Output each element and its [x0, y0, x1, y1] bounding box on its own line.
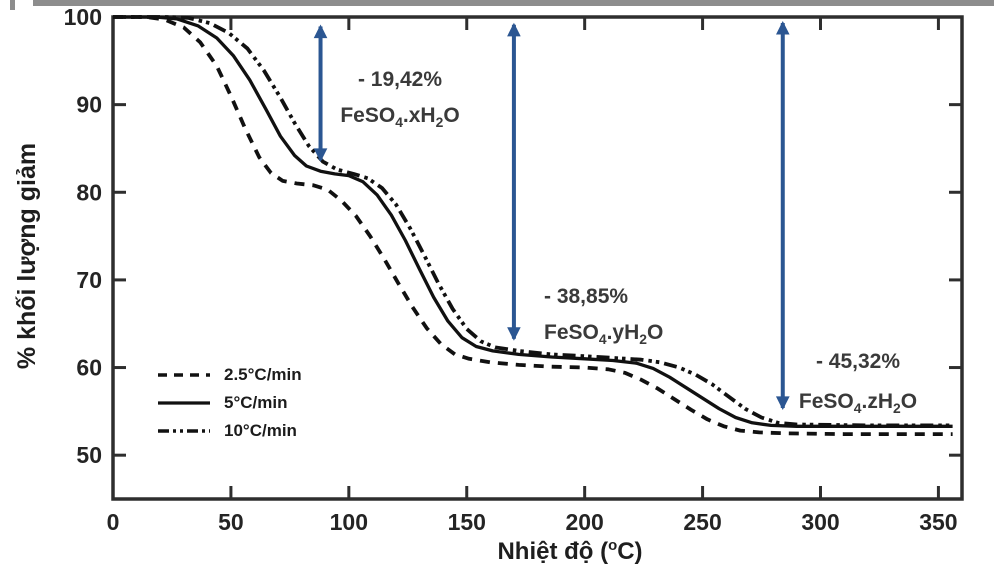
y-tick-label: 80	[76, 179, 102, 205]
mass-loss-percent-1: - 19,42%	[357, 68, 443, 91]
y-tick-label: 70	[76, 267, 102, 293]
x-tick-label: 150	[448, 509, 486, 535]
legend-item-2-5c-min: 2.5°C/min	[158, 361, 302, 389]
scan-artifact-top-line	[33, 0, 994, 6]
dash-dot-dot-line-sample-icon	[158, 429, 210, 433]
x-tick-label: 300	[801, 509, 839, 535]
y-tick-label: 100	[64, 4, 102, 30]
x-tick-label: 100	[330, 509, 368, 535]
legend: 2.5°C/min 5°C/min 10°C/min	[158, 361, 302, 445]
dashed-line-sample-icon	[158, 373, 210, 377]
x-tick-label: 200	[565, 509, 603, 535]
curve-rate-10	[113, 15, 953, 428]
annotation-step1: - 19,42% FeSO4.xH2O	[315, 68, 485, 131]
y-axis-title: % khối lượng giảm	[13, 142, 41, 370]
y-tick-label: 50	[76, 442, 102, 468]
curve-rate-5	[113, 15, 953, 428]
legend-item-5c-min: 5°C/min	[158, 389, 302, 417]
scan-artifact-corner-mark	[10, 0, 15, 10]
solid-line-sample-icon	[158, 401, 210, 405]
curve-rate-2-5	[113, 15, 953, 436]
x-tick-label: 0	[107, 509, 120, 535]
legend-label: 5°C/min	[224, 393, 288, 412]
compound-formula-1: FeSO4.xH2O	[340, 104, 460, 131]
compound-formula-2: FeSO4.yH2O	[544, 321, 664, 348]
legend-label: 10°C/min	[224, 421, 297, 440]
y-tick-label: 90	[76, 92, 102, 118]
x-tick-label: 50	[218, 509, 244, 535]
y-tick-label: 60	[76, 355, 102, 381]
plot-frame	[111, 15, 964, 501]
mass-loss-percent-3: - 45,32%	[815, 350, 901, 373]
mass-loss-percent-2: - 38,85%	[544, 285, 629, 308]
x-tick-label: 350	[919, 509, 957, 535]
compound-formula-3: FeSO4.zH2O	[798, 390, 918, 417]
annotation-step3: - 45,32% FeSO4.zH2O	[770, 350, 946, 417]
legend-item-10c-min: 10°C/min	[158, 417, 302, 445]
x-axis-title: Nhiệt độ (oC)	[497, 538, 643, 565]
x-tick-label: 250	[683, 509, 721, 535]
annotation-step2: - 38,85% FeSO4.yH2O	[544, 285, 663, 348]
legend-label: 2.5°C/min	[224, 365, 302, 384]
